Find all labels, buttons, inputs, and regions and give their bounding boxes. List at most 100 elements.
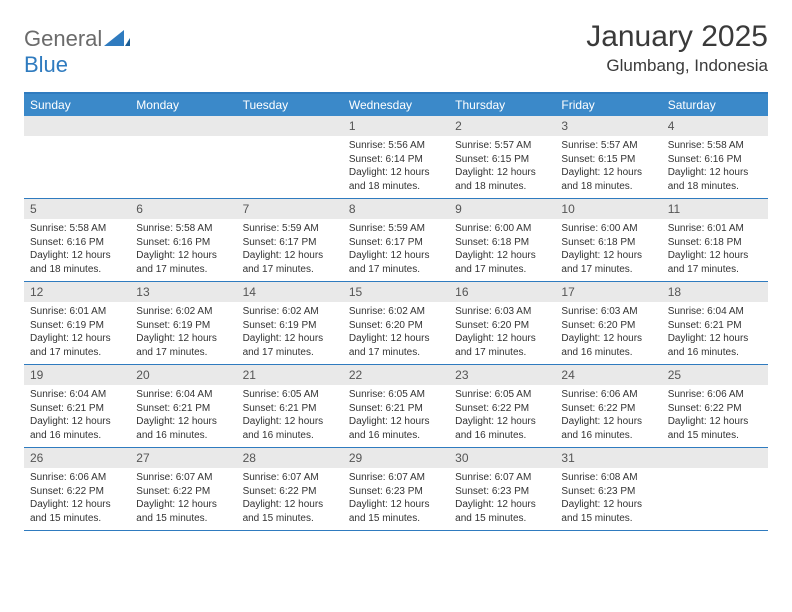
day-number: 30 bbox=[449, 448, 555, 468]
brand-logo: General Blue bbox=[24, 20, 130, 78]
month-title: January 2025 bbox=[586, 20, 768, 54]
calendar-cell bbox=[662, 448, 768, 530]
day-number: 21 bbox=[237, 365, 343, 385]
calendar-week: 1Sunrise: 5:56 AMSunset: 6:14 PMDaylight… bbox=[24, 116, 768, 199]
day-details: Sunrise: 6:03 AMSunset: 6:20 PMDaylight:… bbox=[555, 302, 661, 364]
calendar-cell: 9Sunrise: 6:00 AMSunset: 6:18 PMDaylight… bbox=[449, 199, 555, 281]
day-number: 25 bbox=[662, 365, 768, 385]
day-number: 28 bbox=[237, 448, 343, 468]
calendar-week: 26Sunrise: 6:06 AMSunset: 6:22 PMDayligh… bbox=[24, 448, 768, 531]
day-details: Sunrise: 5:56 AMSunset: 6:14 PMDaylight:… bbox=[343, 136, 449, 198]
brand-part1: General bbox=[24, 26, 102, 51]
day-number: 26 bbox=[24, 448, 130, 468]
day-number: 29 bbox=[343, 448, 449, 468]
calendar-cell: 25Sunrise: 6:06 AMSunset: 6:22 PMDayligh… bbox=[662, 365, 768, 447]
calendar-cell: 1Sunrise: 5:56 AMSunset: 6:14 PMDaylight… bbox=[343, 116, 449, 198]
day-details: Sunrise: 6:06 AMSunset: 6:22 PMDaylight:… bbox=[662, 385, 768, 447]
day-number: 1 bbox=[343, 116, 449, 136]
day-number: 5 bbox=[24, 199, 130, 219]
calendar-cell: 28Sunrise: 6:07 AMSunset: 6:22 PMDayligh… bbox=[237, 448, 343, 530]
day-details bbox=[662, 468, 768, 523]
day-details: Sunrise: 6:01 AMSunset: 6:19 PMDaylight:… bbox=[24, 302, 130, 364]
day-number: 23 bbox=[449, 365, 555, 385]
day-number bbox=[24, 116, 130, 136]
calendar-cell: 19Sunrise: 6:04 AMSunset: 6:21 PMDayligh… bbox=[24, 365, 130, 447]
day-number: 3 bbox=[555, 116, 661, 136]
day-header-cell: Sunday bbox=[24, 94, 130, 116]
day-details: Sunrise: 6:05 AMSunset: 6:21 PMDaylight:… bbox=[237, 385, 343, 447]
day-details: Sunrise: 5:59 AMSunset: 6:17 PMDaylight:… bbox=[343, 219, 449, 281]
calendar-cell: 27Sunrise: 6:07 AMSunset: 6:22 PMDayligh… bbox=[130, 448, 236, 530]
calendar-cell: 31Sunrise: 6:08 AMSunset: 6:23 PMDayligh… bbox=[555, 448, 661, 530]
day-number: 8 bbox=[343, 199, 449, 219]
day-number: 27 bbox=[130, 448, 236, 468]
day-details: Sunrise: 6:02 AMSunset: 6:19 PMDaylight:… bbox=[237, 302, 343, 364]
calendar-cell: 8Sunrise: 5:59 AMSunset: 6:17 PMDaylight… bbox=[343, 199, 449, 281]
day-details: Sunrise: 5:58 AMSunset: 6:16 PMDaylight:… bbox=[130, 219, 236, 281]
calendar-cell: 7Sunrise: 5:59 AMSunset: 6:17 PMDaylight… bbox=[237, 199, 343, 281]
calendar-cell: 4Sunrise: 5:58 AMSunset: 6:16 PMDaylight… bbox=[662, 116, 768, 198]
day-number: 12 bbox=[24, 282, 130, 302]
day-header-cell: Tuesday bbox=[237, 94, 343, 116]
calendar-cell: 3Sunrise: 5:57 AMSunset: 6:15 PMDaylight… bbox=[555, 116, 661, 198]
calendar-cell: 21Sunrise: 6:05 AMSunset: 6:21 PMDayligh… bbox=[237, 365, 343, 447]
calendar-cell: 23Sunrise: 6:05 AMSunset: 6:22 PMDayligh… bbox=[449, 365, 555, 447]
brand-text: General Blue bbox=[24, 26, 130, 78]
day-header-row: SundayMondayTuesdayWednesdayThursdayFrid… bbox=[24, 94, 768, 116]
day-details bbox=[130, 136, 236, 191]
day-header-cell: Wednesday bbox=[343, 94, 449, 116]
calendar: SundayMondayTuesdayWednesdayThursdayFrid… bbox=[24, 92, 768, 531]
calendar-cell bbox=[237, 116, 343, 198]
calendar-week: 12Sunrise: 6:01 AMSunset: 6:19 PMDayligh… bbox=[24, 282, 768, 365]
calendar-cell bbox=[24, 116, 130, 198]
day-number: 15 bbox=[343, 282, 449, 302]
day-number: 14 bbox=[237, 282, 343, 302]
day-details: Sunrise: 5:59 AMSunset: 6:17 PMDaylight:… bbox=[237, 219, 343, 281]
day-details: Sunrise: 6:02 AMSunset: 6:19 PMDaylight:… bbox=[130, 302, 236, 364]
day-details: Sunrise: 6:00 AMSunset: 6:18 PMDaylight:… bbox=[449, 219, 555, 281]
calendar-cell: 24Sunrise: 6:06 AMSunset: 6:22 PMDayligh… bbox=[555, 365, 661, 447]
calendar-cell: 14Sunrise: 6:02 AMSunset: 6:19 PMDayligh… bbox=[237, 282, 343, 364]
day-header-cell: Monday bbox=[130, 94, 236, 116]
calendar-cell: 12Sunrise: 6:01 AMSunset: 6:19 PMDayligh… bbox=[24, 282, 130, 364]
day-number: 19 bbox=[24, 365, 130, 385]
day-number bbox=[130, 116, 236, 136]
day-number: 17 bbox=[555, 282, 661, 302]
day-details: Sunrise: 6:06 AMSunset: 6:22 PMDaylight:… bbox=[555, 385, 661, 447]
day-details: Sunrise: 6:07 AMSunset: 6:23 PMDaylight:… bbox=[449, 468, 555, 530]
calendar-cell: 17Sunrise: 6:03 AMSunset: 6:20 PMDayligh… bbox=[555, 282, 661, 364]
calendar-cell: 20Sunrise: 6:04 AMSunset: 6:21 PMDayligh… bbox=[130, 365, 236, 447]
day-details: Sunrise: 6:01 AMSunset: 6:18 PMDaylight:… bbox=[662, 219, 768, 281]
day-details: Sunrise: 6:07 AMSunset: 6:22 PMDaylight:… bbox=[130, 468, 236, 530]
day-details: Sunrise: 6:05 AMSunset: 6:21 PMDaylight:… bbox=[343, 385, 449, 447]
day-number: 18 bbox=[662, 282, 768, 302]
day-header-cell: Saturday bbox=[662, 94, 768, 116]
day-number: 10 bbox=[555, 199, 661, 219]
day-number: 24 bbox=[555, 365, 661, 385]
day-details: Sunrise: 6:06 AMSunset: 6:22 PMDaylight:… bbox=[24, 468, 130, 530]
day-number: 31 bbox=[555, 448, 661, 468]
day-details: Sunrise: 5:57 AMSunset: 6:15 PMDaylight:… bbox=[449, 136, 555, 198]
day-details: Sunrise: 6:07 AMSunset: 6:23 PMDaylight:… bbox=[343, 468, 449, 530]
day-number: 13 bbox=[130, 282, 236, 302]
day-details: Sunrise: 5:58 AMSunset: 6:16 PMDaylight:… bbox=[24, 219, 130, 281]
calendar-cell: 29Sunrise: 6:07 AMSunset: 6:23 PMDayligh… bbox=[343, 448, 449, 530]
calendar-cell: 22Sunrise: 6:05 AMSunset: 6:21 PMDayligh… bbox=[343, 365, 449, 447]
day-details: Sunrise: 6:02 AMSunset: 6:20 PMDaylight:… bbox=[343, 302, 449, 364]
calendar-week: 19Sunrise: 6:04 AMSunset: 6:21 PMDayligh… bbox=[24, 365, 768, 448]
day-number: 4 bbox=[662, 116, 768, 136]
day-number: 16 bbox=[449, 282, 555, 302]
day-details: Sunrise: 5:57 AMSunset: 6:15 PMDaylight:… bbox=[555, 136, 661, 198]
day-details: Sunrise: 6:03 AMSunset: 6:20 PMDaylight:… bbox=[449, 302, 555, 364]
calendar-cell: 6Sunrise: 5:58 AMSunset: 6:16 PMDaylight… bbox=[130, 199, 236, 281]
day-header-cell: Friday bbox=[555, 94, 661, 116]
sail-icon bbox=[104, 28, 130, 46]
calendar-cell: 15Sunrise: 6:02 AMSunset: 6:20 PMDayligh… bbox=[343, 282, 449, 364]
calendar-cell: 10Sunrise: 6:00 AMSunset: 6:18 PMDayligh… bbox=[555, 199, 661, 281]
calendar-cell: 16Sunrise: 6:03 AMSunset: 6:20 PMDayligh… bbox=[449, 282, 555, 364]
day-details: Sunrise: 6:04 AMSunset: 6:21 PMDaylight:… bbox=[24, 385, 130, 447]
day-header-cell: Thursday bbox=[449, 94, 555, 116]
day-details: Sunrise: 5:58 AMSunset: 6:16 PMDaylight:… bbox=[662, 136, 768, 198]
day-details: Sunrise: 6:08 AMSunset: 6:23 PMDaylight:… bbox=[555, 468, 661, 530]
day-details bbox=[24, 136, 130, 191]
